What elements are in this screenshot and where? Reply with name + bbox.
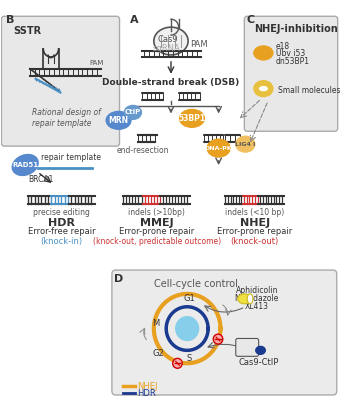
Text: A: A (130, 15, 139, 25)
Text: B: B (6, 15, 15, 25)
Text: DNA-PK: DNA-PK (205, 146, 233, 151)
Text: PAM: PAM (89, 60, 103, 66)
Circle shape (173, 358, 182, 368)
Text: Rational design of
repair template: Rational design of repair template (32, 108, 100, 128)
Text: (knock-out): (knock-out) (231, 237, 279, 246)
Text: repair template: repair template (42, 153, 102, 162)
Text: dn53BP1: dn53BP1 (276, 57, 310, 66)
Circle shape (213, 334, 223, 344)
Text: HDR: HDR (137, 388, 155, 398)
Ellipse shape (154, 27, 188, 55)
Text: sgRNA: sgRNA (152, 44, 180, 54)
Text: SSTR: SSTR (13, 26, 41, 36)
Circle shape (176, 317, 198, 340)
FancyBboxPatch shape (244, 16, 338, 131)
FancyBboxPatch shape (112, 270, 337, 395)
Text: indels (>10bp): indels (>10bp) (128, 208, 185, 217)
Text: HDR: HDR (48, 218, 75, 228)
Ellipse shape (260, 87, 267, 91)
Ellipse shape (207, 139, 230, 157)
Text: PAM: PAM (190, 40, 208, 48)
Text: Cell-cycle control: Cell-cycle control (154, 279, 238, 289)
FancyBboxPatch shape (1, 16, 120, 146)
Text: MRN: MRN (109, 116, 129, 125)
Text: Error-prone repair: Error-prone repair (119, 228, 194, 236)
Text: CtIP: CtIP (125, 110, 141, 116)
Text: NHEJ: NHEJ (137, 382, 157, 390)
Text: M: M (152, 319, 159, 328)
Text: RAD51: RAD51 (12, 162, 38, 168)
Text: indels (<10 bp): indels (<10 bp) (225, 208, 284, 217)
Text: Aphidicolin: Aphidicolin (235, 286, 278, 295)
Text: S: S (186, 354, 192, 363)
Ellipse shape (12, 154, 38, 176)
Text: Small molecules: Small molecules (278, 86, 340, 95)
Ellipse shape (254, 81, 273, 96)
Text: 53BP1: 53BP1 (178, 114, 206, 123)
Text: end-resection: end-resection (116, 146, 169, 155)
Text: precise editing: precise editing (33, 208, 90, 217)
Text: (knock-out, predictable outcome): (knock-out, predictable outcome) (93, 237, 221, 246)
Text: XL413: XL413 (245, 302, 269, 311)
Ellipse shape (106, 112, 131, 129)
Text: Nocodazole: Nocodazole (235, 294, 279, 303)
Text: G2: G2 (153, 349, 164, 358)
Text: C: C (246, 15, 255, 25)
Text: G1: G1 (183, 294, 195, 303)
Ellipse shape (236, 136, 255, 152)
Ellipse shape (256, 346, 265, 354)
Text: NHEJ: NHEJ (240, 218, 270, 228)
Ellipse shape (180, 110, 204, 127)
Text: MMEJ: MMEJ (140, 218, 174, 228)
Text: D: D (114, 274, 123, 284)
Text: Cas9: Cas9 (158, 34, 179, 44)
Ellipse shape (247, 294, 253, 304)
FancyBboxPatch shape (236, 338, 259, 356)
Text: Cas9-CtIP: Cas9-CtIP (239, 358, 279, 367)
Ellipse shape (237, 294, 251, 304)
Text: BRCA1: BRCA1 (28, 175, 54, 184)
Text: (knock-in): (knock-in) (40, 237, 82, 246)
Text: Error-free repair: Error-free repair (28, 228, 95, 236)
Ellipse shape (254, 46, 273, 60)
Text: Error-prone repair: Error-prone repair (217, 228, 293, 236)
Text: NHEJ-inhibition: NHEJ-inhibition (254, 24, 338, 34)
Text: e18: e18 (276, 42, 290, 50)
Text: LIG4 I: LIG4 I (235, 142, 256, 147)
Text: Double-strand break (DSB): Double-strand break (DSB) (102, 78, 240, 87)
Ellipse shape (124, 106, 141, 119)
Text: Ubv i53: Ubv i53 (276, 50, 305, 58)
